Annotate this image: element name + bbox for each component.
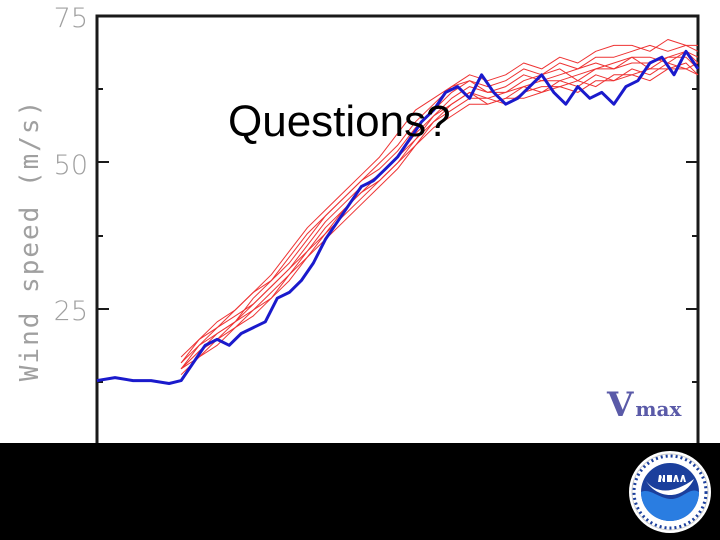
y-axis-label: Wind speed (m/s) — [15, 99, 45, 381]
plot-frame — [95, 14, 700, 458]
y-tick-label-25: 25 — [54, 296, 88, 327]
series-line-0 — [96, 49, 700, 385]
vmax-sub: max — [635, 397, 682, 421]
series-line-1 — [180, 62, 699, 370]
series-line-6 — [180, 68, 699, 370]
y-tick-label-50: 50 — [54, 150, 88, 181]
series-line-7 — [180, 50, 699, 358]
series-line-4 — [180, 62, 699, 376]
series-group — [96, 39, 700, 385]
vmax-main: V — [606, 385, 634, 425]
noaa-logo — [629, 451, 711, 533]
series-line-5 — [180, 39, 698, 364]
slide-title: Questions? — [228, 97, 451, 146]
y-axis-ticks — [97, 88, 698, 383]
footer-bar — [0, 443, 720, 540]
y-tick-label-75: 75 — [54, 3, 88, 34]
series-line-8 — [180, 56, 699, 370]
